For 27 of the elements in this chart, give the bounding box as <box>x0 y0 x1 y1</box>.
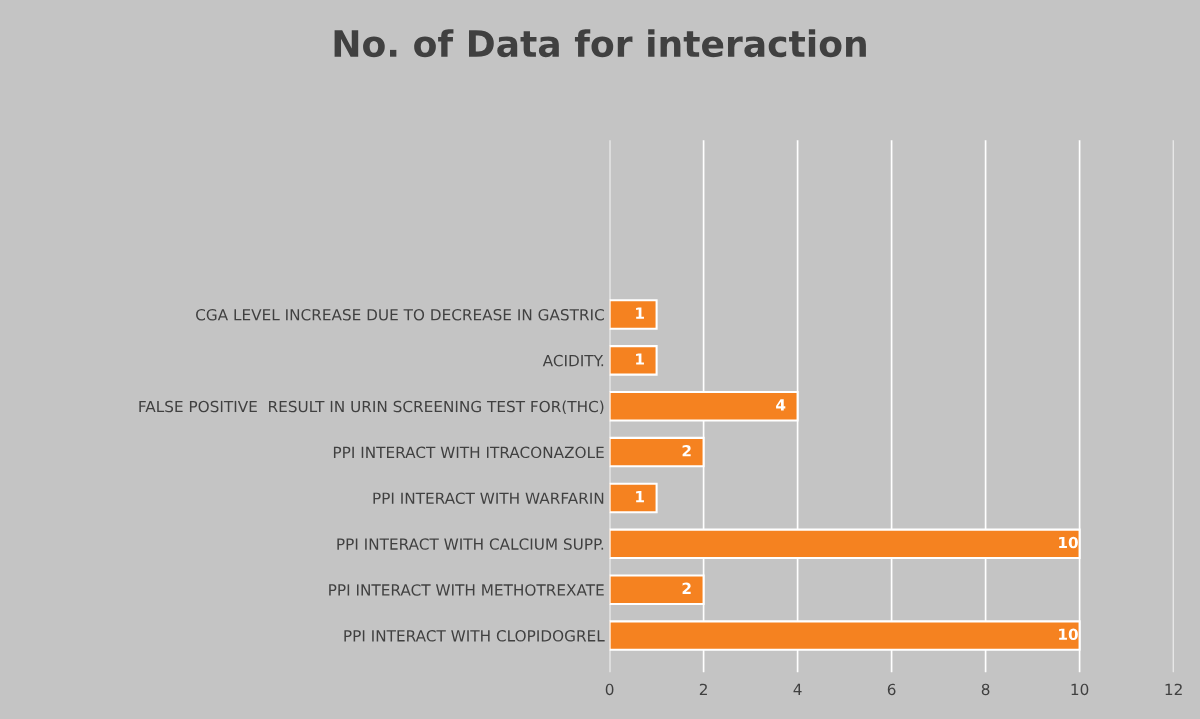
x-tick-label: 2 <box>699 683 707 695</box>
chart-title: No. of Data for interaction <box>334 29 866 58</box>
y-tick-label: PPI INTERACT WITH CALCIUM SUPP. <box>337 538 604 550</box>
bar <box>609 482 658 514</box>
x-tick-label: 10 <box>1071 683 1089 696</box>
y-tick-label: CGA LEVEL INCREASE DUE TO DECREASE IN GASTRIC <box>196 308 604 321</box>
y-tick-label: PPI INTERACT WITH METHOTREXATE <box>329 584 604 596</box>
data-label: 10 <box>1059 628 1078 640</box>
x-tick-label: 0 <box>605 683 614 696</box>
y-tick-label: PPI INTERACT WITH WARFARIN <box>373 492 604 504</box>
y-tick-label: ACIDITY. <box>542 354 604 367</box>
data-label: 10 <box>1059 536 1078 549</box>
x-tick-label: 8 <box>981 683 990 696</box>
data-label: 1 <box>636 353 644 365</box>
x-tick-label: 6 <box>887 683 896 696</box>
bar <box>609 299 658 330</box>
data-label: 2 <box>682 582 691 594</box>
x-tick-label: 12 <box>1165 683 1182 695</box>
data-label: 1 <box>636 491 644 503</box>
data-label: 1 <box>636 307 644 319</box>
x-tick-label: 4 <box>793 683 802 695</box>
y-tick-label: PPI INTERACT WITH CLOPIDOGREL <box>344 630 605 642</box>
bar <box>609 345 658 376</box>
y-tick-label: FALSE POSITIVE RESULT IN URIN SCREENING TEST FOR(THC) <box>139 400 604 415</box>
y-tick-label: PPI INTERACT WITH ITRACONAZOLE <box>333 446 604 459</box>
data-label: 4 <box>776 399 786 411</box>
data-label: 2 <box>682 444 691 457</box>
